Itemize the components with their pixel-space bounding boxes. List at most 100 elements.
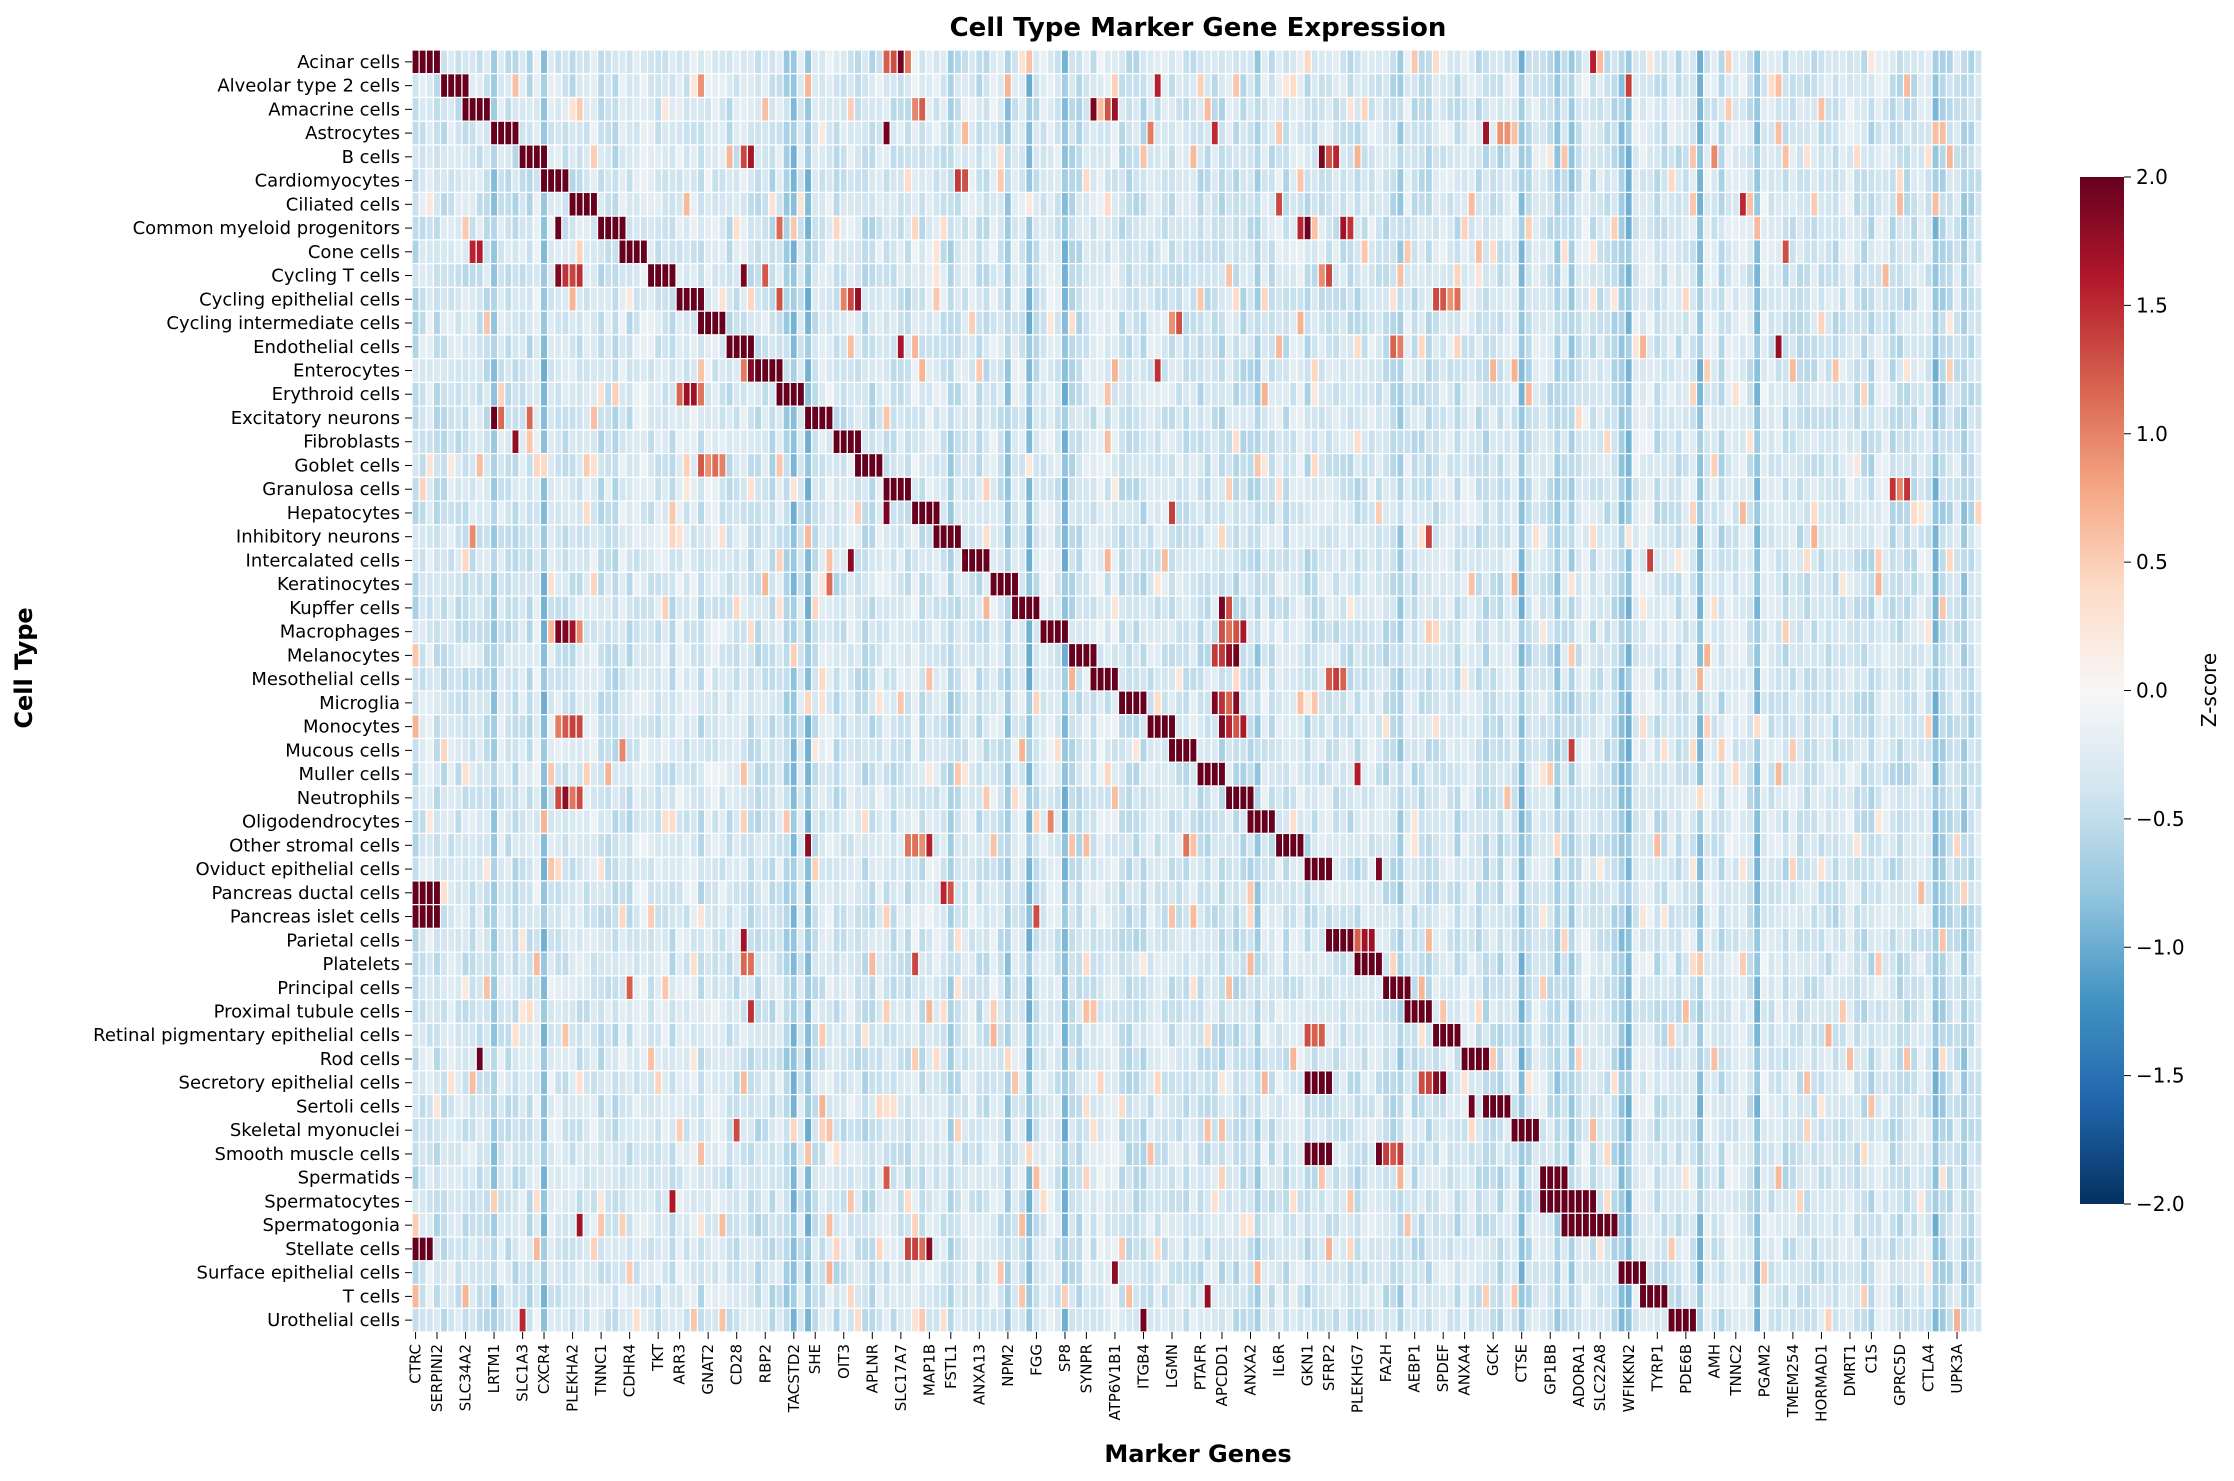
heatmap-cell (1139, 286, 1148, 312)
heatmap-cell (1895, 476, 1905, 502)
heatmap-cell (739, 429, 749, 455)
heatmap-cell (1160, 215, 1170, 241)
heatmap-cell (1446, 286, 1455, 312)
heatmap-cell (718, 96, 727, 122)
heatmap-cell (554, 358, 563, 383)
heatmap-cell (1774, 429, 1783, 455)
heatmap-cell (1431, 263, 1441, 289)
heatmap-cell (1645, 286, 1655, 312)
heatmap-cell (1467, 547, 1476, 573)
heatmap-cell (439, 429, 449, 455)
heatmap-cell (1096, 310, 1105, 336)
heatmap-cell (1153, 524, 1162, 550)
heatmap-cell (1567, 310, 1576, 336)
heatmap-cell (846, 547, 856, 573)
heatmap-cell (1553, 452, 1562, 478)
heatmap-cell (1439, 452, 1448, 478)
heatmap-cell (1738, 476, 1748, 502)
heatmap-cell (618, 524, 627, 550)
heatmap-cell (1838, 96, 1848, 122)
heatmap-cell (946, 215, 955, 241)
heatmap-cell (654, 310, 663, 336)
heatmap-cell (639, 215, 649, 241)
heatmap-cell (1560, 524, 1569, 550)
heatmap-cell (425, 310, 435, 336)
heatmap-cell (939, 452, 948, 478)
heatmap-cell (1474, 120, 1484, 146)
heatmap-cell (1967, 500, 1976, 526)
heatmap-cell (1824, 239, 1833, 265)
heatmap-cell (539, 96, 549, 122)
heatmap-cell (696, 476, 706, 502)
heatmap-cell (1795, 405, 1805, 431)
heatmap-cell (918, 476, 927, 502)
heatmap-cell (1274, 452, 1284, 478)
heatmap-cell (1317, 476, 1327, 502)
heatmap-cell (1139, 144, 1148, 170)
heatmap-cell (1795, 358, 1805, 383)
heatmap-cell (1852, 452, 1862, 478)
heatmap-cell (461, 144, 470, 170)
heatmap-cell (1103, 358, 1112, 383)
heatmap-cell (1753, 452, 1762, 478)
heatmap-cell (611, 73, 620, 99)
heatmap-cell (461, 547, 470, 573)
heatmap-cell (896, 547, 906, 573)
heatmap-cell (1645, 168, 1655, 194)
heatmap-cell (1510, 547, 1519, 573)
heatmap-cell (1424, 476, 1434, 502)
heatmap-cell (668, 191, 677, 217)
heatmap-cell (1367, 73, 1377, 99)
heatmap-cell (789, 334, 798, 360)
heatmap-cell (1745, 49, 1755, 75)
heatmap-cell (1860, 191, 1869, 217)
heatmap-cell (532, 144, 542, 170)
heatmap-cell (1046, 429, 1055, 455)
heatmap-cell (1367, 334, 1377, 360)
heatmap-cell (1324, 452, 1334, 478)
heatmap-cell (1781, 191, 1790, 217)
heatmap-cell (1125, 96, 1134, 122)
heatmap-cell (932, 334, 941, 360)
heatmap-cell (1374, 358, 1384, 383)
heatmap-cell (1638, 168, 1648, 194)
heatmap-cell (725, 334, 734, 360)
heatmap-cell (1431, 239, 1441, 265)
heatmap-cell (903, 381, 913, 407)
heatmap-cell (989, 263, 998, 289)
heatmap-cell (1324, 263, 1334, 289)
heatmap-cell (1945, 215, 1955, 241)
heatmap-cell (661, 49, 670, 75)
heatmap-cell (1560, 476, 1569, 502)
heatmap-cell (1117, 263, 1127, 289)
heatmap-cell (1895, 358, 1905, 383)
heatmap-cell (1246, 524, 1255, 550)
heatmap-cell (1710, 191, 1719, 217)
heatmap-cell (1317, 310, 1327, 336)
heatmap-cell (739, 524, 749, 550)
heatmap-cell (1339, 239, 1348, 265)
heatmap-cell (796, 429, 806, 455)
heatmap-cell (1053, 571, 1063, 597)
heatmap-cell (1374, 452, 1384, 478)
heatmap-cell (511, 405, 520, 431)
heatmap-cell (1959, 73, 1969, 99)
heatmap-cell (1153, 239, 1162, 265)
heatmap-cell (532, 263, 542, 289)
heatmap-cell (1596, 476, 1605, 502)
heatmap-cell (532, 476, 542, 502)
heatmap-cell (1517, 476, 1526, 502)
heatmap-cell (1731, 358, 1740, 383)
heatmap-cell (775, 571, 784, 597)
heatmap-cell (768, 429, 777, 455)
heatmap-cell (561, 239, 570, 265)
heatmap-cell (1282, 547, 1291, 573)
heatmap-cell (939, 476, 948, 502)
heatmap-cell (454, 215, 463, 241)
heatmap-cell (447, 571, 456, 597)
heatmap-cell (1567, 500, 1576, 526)
heatmap-cell (839, 215, 848, 241)
heatmap-cell (1952, 168, 1962, 194)
heatmap-cell (1203, 405, 1212, 431)
heatmap-cell (1860, 215, 1869, 241)
